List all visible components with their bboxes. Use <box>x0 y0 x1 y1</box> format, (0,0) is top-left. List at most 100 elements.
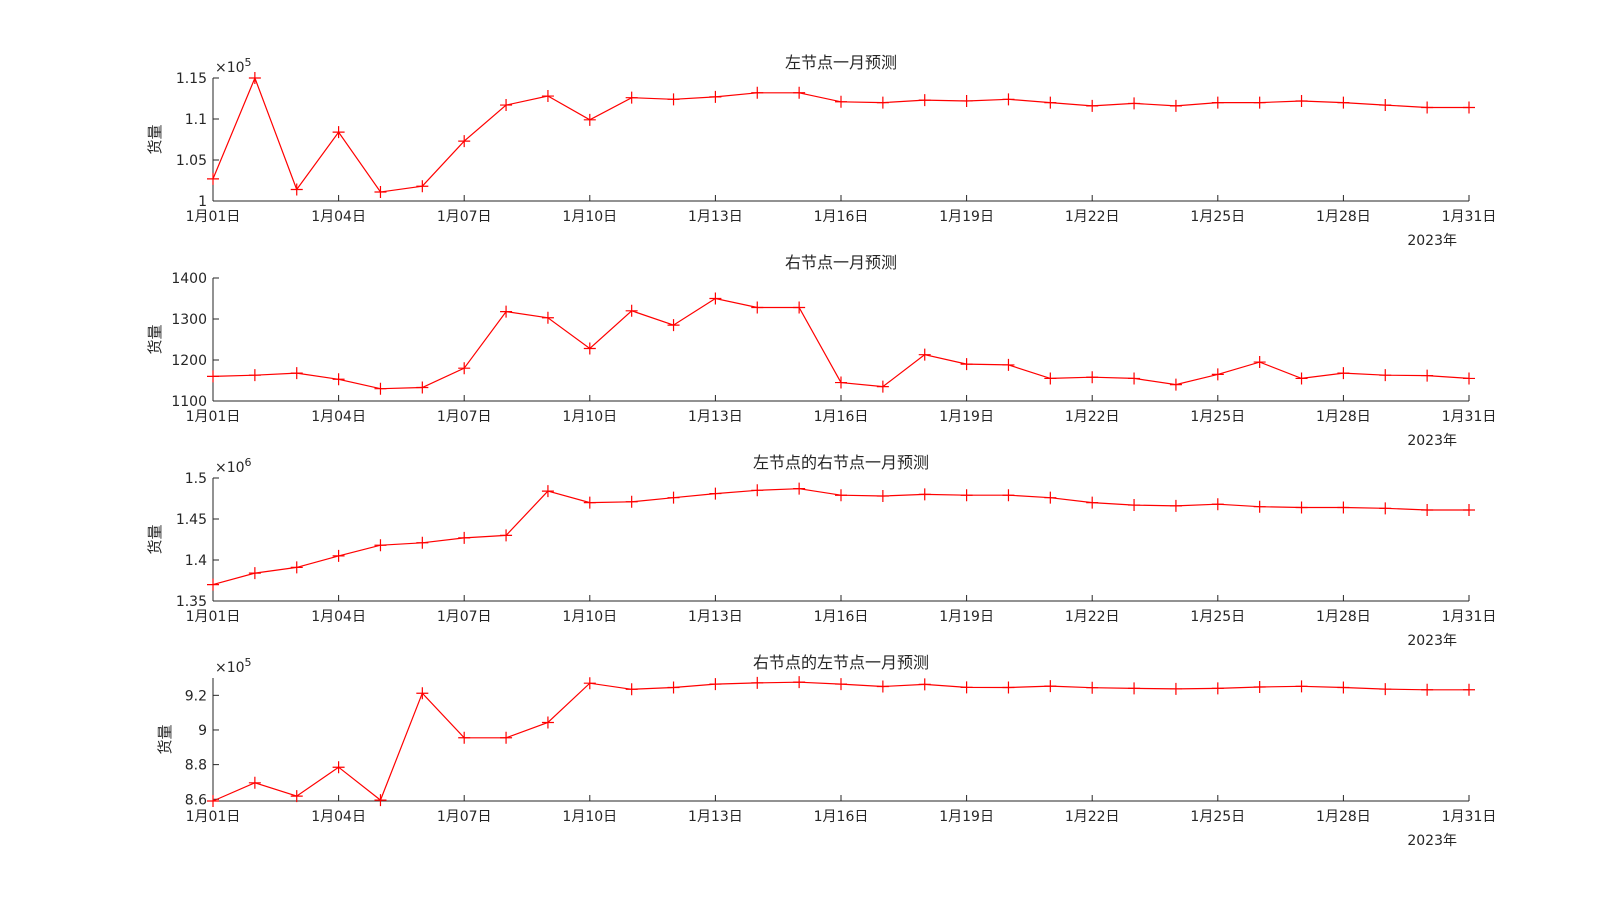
data-point-marker <box>207 578 219 591</box>
data-point-marker <box>583 677 596 690</box>
data-point-marker <box>918 348 931 361</box>
x-tick-label: 1月22日 <box>1065 209 1120 225</box>
data-point-marker <box>416 536 429 549</box>
y-tick-label: 1.4 <box>185 553 207 569</box>
data-point-marker <box>625 91 638 104</box>
axis-exponent-label: ×105 <box>215 656 252 676</box>
data-point-marker <box>374 185 387 198</box>
exponent-base: ×10 <box>215 660 245 676</box>
data-point-marker <box>625 495 638 508</box>
data-point-marker <box>1086 496 1099 509</box>
data-point-marker <box>541 90 554 103</box>
data-point-marker <box>1002 93 1015 106</box>
data-point-marker <box>918 678 931 691</box>
x-tick-label: 1月22日 <box>1065 609 1120 625</box>
data-point-marker <box>290 367 303 380</box>
chart-title: 右节点一月预测 <box>785 253 897 272</box>
x-tick-label: 1月19日 <box>939 409 994 425</box>
x-tick-label: 1月04日 <box>311 809 366 825</box>
data-point-marker <box>876 380 889 393</box>
data-point-marker <box>1128 97 1141 110</box>
y-axis-label: 货量 <box>156 724 174 754</box>
y-axis-label: 货量 <box>146 324 164 354</box>
data-point-marker <box>1253 356 1266 369</box>
data-point-marker <box>876 680 889 693</box>
data-point-marker <box>1044 680 1057 693</box>
x-tick-label: 1月28日 <box>1316 809 1371 825</box>
chart-title: 右节点的左节点一月预测 <box>753 653 929 672</box>
data-point-marker <box>290 561 303 574</box>
x-tick-label: 1月25日 <box>1190 809 1245 825</box>
data-point-marker <box>1211 498 1224 511</box>
data-point-marker <box>248 72 261 84</box>
x-tick-label: 1月04日 <box>311 609 366 625</box>
series-line <box>212 488 1469 586</box>
x-tick-label: 1月16日 <box>814 809 869 825</box>
data-point-marker <box>1253 500 1266 513</box>
data-point-marker <box>1295 372 1308 385</box>
x-tick-label: 1月16日 <box>814 409 869 425</box>
data-point-marker <box>332 761 345 774</box>
data-point-marker <box>458 135 471 148</box>
x-tick-label: 1月01日 <box>186 409 241 425</box>
data-point-marker <box>500 99 513 112</box>
x-tick-label: 1月16日 <box>814 609 869 625</box>
x-tick-label: 1月01日 <box>186 209 241 225</box>
y-tick-label: 1.05 <box>176 153 207 169</box>
data-point-marker <box>1002 489 1015 502</box>
data-point-marker <box>1379 369 1392 382</box>
data-point-marker <box>1169 499 1182 512</box>
series-line <box>212 76 1469 193</box>
data-point-marker <box>541 311 554 324</box>
data-point-marker <box>290 183 303 196</box>
y-tick-label: 9.2 <box>185 688 207 704</box>
x-tick-label: 1月28日 <box>1316 609 1371 625</box>
series-line <box>212 297 1470 390</box>
x-tick-label: 1月19日 <box>939 609 994 625</box>
x-tick-label: 1月22日 <box>1065 809 1120 825</box>
data-point-marker <box>1044 491 1057 504</box>
data-point-marker <box>207 370 219 383</box>
x-tick-label: 1月13日 <box>688 409 743 425</box>
data-point-marker <box>1379 99 1392 112</box>
data-point-marker <box>1211 368 1224 381</box>
x-tick-label: 1月25日 <box>1190 209 1245 225</box>
data-point-marker <box>835 95 847 108</box>
data-point-marker <box>416 687 429 700</box>
x-tick-label: 1月19日 <box>939 809 994 825</box>
data-point-marker <box>876 490 889 503</box>
x-tick-label: 1月22日 <box>1065 409 1120 425</box>
y-tick-label: 1.1 <box>185 112 207 128</box>
x-tick-label: 1月04日 <box>311 409 366 425</box>
data-point-marker <box>709 678 722 691</box>
data-point-marker <box>625 683 638 696</box>
data-point-marker <box>1086 681 1099 694</box>
exponent-base: ×10 <box>215 460 245 476</box>
data-point-marker <box>416 180 429 193</box>
data-point-marker <box>332 373 345 386</box>
data-point-marker <box>500 731 513 744</box>
data-point-marker <box>583 496 596 509</box>
data-point-marker <box>1337 681 1350 694</box>
year-label: 2023年 <box>1407 433 1457 449</box>
data-point-marker <box>1295 501 1308 514</box>
y-tick-label: 1400 <box>171 271 207 287</box>
axis-exponent-label: ×106 <box>215 456 252 476</box>
y-tick-label: 9 <box>198 723 207 739</box>
x-tick-label: 1月10日 <box>562 809 617 825</box>
x-tick-label: 1月07日 <box>437 609 492 625</box>
data-point-marker <box>960 681 973 694</box>
data-point-marker <box>1379 502 1392 515</box>
y-tick-label: 8.6 <box>185 792 207 808</box>
data-point-marker <box>1295 94 1308 107</box>
data-point-marker <box>709 487 722 500</box>
x-tick-label: 1月31日 <box>1442 209 1497 225</box>
data-point-marker <box>751 86 764 99</box>
data-point-marker <box>751 676 764 689</box>
data-point-marker <box>1002 358 1015 371</box>
exponent-power: 5 <box>245 656 252 669</box>
data-point-marker <box>1002 681 1015 694</box>
data-point-marker <box>1379 683 1392 696</box>
data-point-marker <box>960 358 973 371</box>
